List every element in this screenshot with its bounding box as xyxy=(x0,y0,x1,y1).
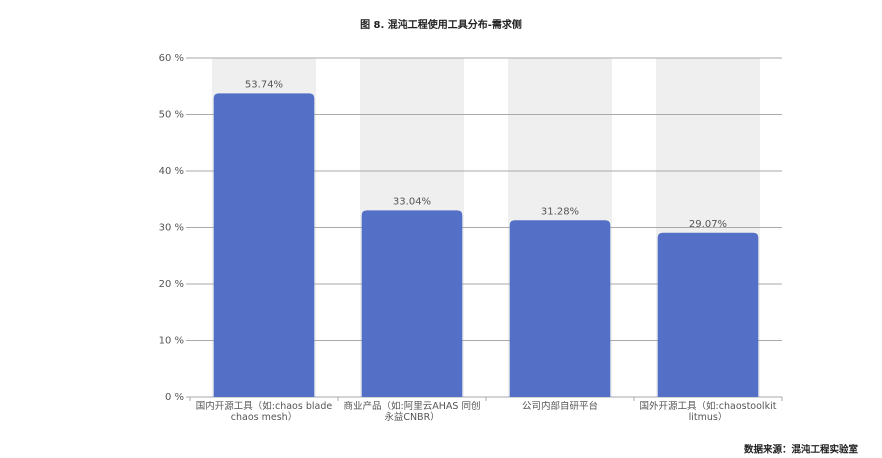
source-note: 数据来源：混沌工程实验室 xyxy=(743,444,859,456)
bar xyxy=(657,232,759,397)
x-tick-label: 商业产品（如:阿里云AHAS 同创永益CNBR） xyxy=(343,401,481,423)
x-tick-label-box: 国内开源工具（如:chaos blade chaos mesh） xyxy=(195,401,333,423)
x-tick-label-box: 商业产品（如:阿里云AHAS 同创永益CNBR） xyxy=(343,401,481,423)
bar xyxy=(213,93,315,397)
value-label: 33.04% xyxy=(393,196,431,207)
chart-title: 图 8. 混沌工程使用工具分布-需求侧 xyxy=(360,18,522,31)
value-label: 29.07% xyxy=(689,219,727,230)
bar xyxy=(361,210,463,397)
y-tick-label: 20 % xyxy=(159,279,184,290)
y-tick-label: 40 % xyxy=(159,166,184,177)
value-label: 31.28% xyxy=(541,206,579,217)
x-tick-label: 公司内部自研平台 xyxy=(521,401,598,412)
y-tick-label: 60 % xyxy=(159,53,184,64)
y-tick-label: 50 % xyxy=(159,110,184,121)
y-tick-label: 0 % xyxy=(165,392,184,403)
y-tick-label: 30 % xyxy=(159,223,184,234)
value-label: 53.74% xyxy=(245,79,283,90)
x-tick-label-box: 国外开源工具（如:chaostoolkit litmus） xyxy=(639,401,777,423)
x-tick-label: 国内开源工具（如:chaos blade chaos mesh） xyxy=(195,401,333,423)
bar xyxy=(509,220,611,397)
y-tick-label: 10 % xyxy=(159,336,184,347)
x-tick-label: 国外开源工具（如:chaostoolkit litmus） xyxy=(639,401,777,423)
x-tick-label-box: 公司内部自研平台 xyxy=(521,401,598,412)
